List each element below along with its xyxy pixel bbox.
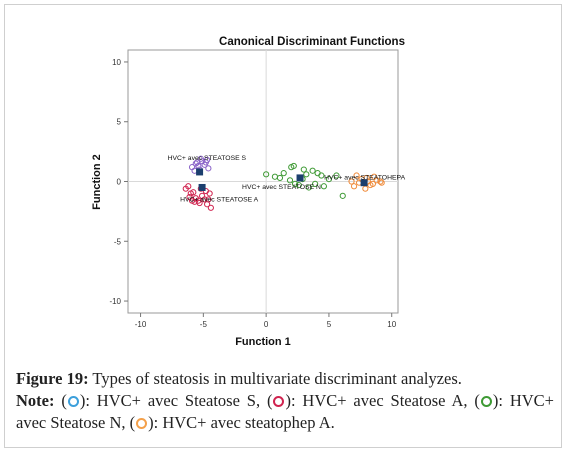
scatter-point (314, 170, 321, 177)
scatter-point (204, 201, 211, 208)
figure-text: Types of steatosis in multivariate discr… (88, 369, 462, 388)
scatter-point (191, 198, 198, 205)
y-tick-label: 10 (112, 58, 121, 67)
scatter-point (286, 177, 294, 184)
chart-title: Canonical Discriminant Functions (219, 36, 405, 48)
x-tick-label: 0 (264, 320, 269, 329)
legend-ring-steatohep (136, 418, 148, 429)
scatter-point (300, 166, 307, 173)
scatter-point (204, 156, 211, 164)
legend-text-steatose-a: ): HVC+ avec Steatose A, ( (285, 391, 480, 410)
y-tick-label: 5 (117, 118, 122, 127)
scatter-point (378, 179, 385, 186)
scatter-point (201, 161, 208, 168)
centroid-label: HVC+ avec STEATOHEPA (324, 175, 405, 182)
y-axis-label: Function 2 (91, 154, 103, 210)
x-tick-label: 10 (387, 320, 396, 329)
scatter-point (182, 185, 189, 192)
y-tick-label: -5 (114, 237, 122, 246)
centroid-label: HVC+ avec STEATOSE S (168, 155, 247, 162)
scatter-point (353, 172, 360, 179)
group-centroid (198, 183, 206, 191)
scatter-point (206, 190, 213, 197)
scatter-point (263, 171, 270, 178)
legend-ring-steatose-a (273, 396, 285, 407)
x-tick-label: 5 (327, 320, 332, 329)
centroid-label: HVC+ avec STEATOSE N (242, 184, 321, 191)
scatter-point (350, 183, 358, 190)
legend-text-steatose-n: ): HVC+ avec Steatose N, ( (16, 391, 554, 432)
scatter-point (186, 193, 193, 201)
scatter-point (291, 180, 299, 187)
scatter-point (303, 171, 310, 178)
scatter-point (187, 190, 194, 197)
x-axis-label: Function 1 (235, 336, 291, 348)
scatter-point (195, 197, 202, 204)
figure-caption: Figure 19: Types of steatosis in multiva… (16, 369, 554, 432)
scatter-point (295, 181, 302, 189)
figure-label: Figure 19: (16, 369, 89, 388)
scatter-point (325, 176, 333, 183)
x-tick-label: -10 (135, 320, 147, 329)
scatter-point (305, 184, 312, 191)
scatter-point (333, 172, 340, 179)
legend-text-steatose-s: ): HVC+ avec Steatose S, ( (79, 391, 273, 410)
scatter-point (371, 173, 378, 180)
group-centroid (296, 174, 304, 182)
scatter-point (309, 167, 316, 174)
legend-ring-steatose-n (480, 396, 492, 407)
centroid-label: HVC+ avec STEATOSE A (180, 196, 259, 203)
scatter-point (339, 192, 346, 199)
figure-frame (4, 4, 562, 448)
legend-text-steatohep: ): HVC+ avec steatophep A. (148, 413, 335, 432)
scatter-point (276, 174, 284, 182)
scatter-point (201, 196, 208, 203)
note-label: Note: (16, 391, 55, 410)
scatter-point (207, 204, 214, 211)
scatter-point (377, 178, 384, 185)
x-tick-label: -5 (200, 320, 208, 329)
scatter-point (320, 183, 328, 190)
scatter-chart: Canonical Discriminant Functions -10 -5 0 5… (91, 36, 406, 348)
group-centroid (196, 168, 204, 176)
scatter-point (367, 181, 374, 189)
scatter-point (288, 164, 295, 171)
scatter-point (280, 170, 287, 177)
legend-ring-steatose-s (67, 396, 79, 407)
y-tick-label: -10 (109, 297, 121, 306)
group-centroid (360, 179, 368, 187)
y-tick-label: 0 (117, 178, 122, 187)
scatter-point (348, 178, 355, 185)
scatter-point (205, 165, 212, 172)
scatter-point (193, 159, 201, 166)
scatter-point (312, 180, 319, 187)
